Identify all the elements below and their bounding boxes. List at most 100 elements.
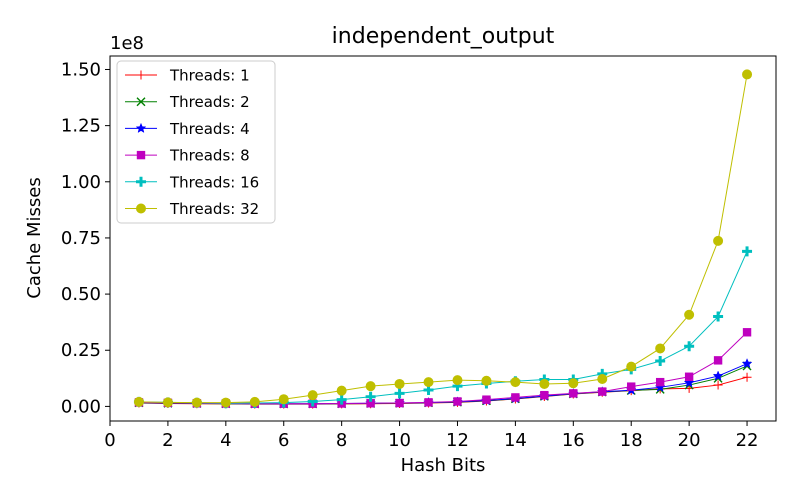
marker-star (683, 377, 695, 388)
data-point (336, 394, 347, 405)
legend-marker (135, 122, 147, 133)
plot-area (133, 69, 753, 409)
marker-square (598, 387, 607, 396)
marker-plus-thin (742, 372, 752, 382)
chart-title: independent_output (332, 24, 555, 49)
data-point (684, 341, 695, 352)
y-axis-label: Cache Misses (24, 177, 45, 298)
x-tick-label: 14 (504, 430, 527, 451)
series-line (138, 74, 748, 404)
marker-plus (136, 176, 146, 187)
data-point (742, 372, 752, 382)
legend-label: Threads: 16 (169, 173, 259, 191)
y-tick-label: 1.25 (61, 116, 101, 137)
y-tick-label: 1.50 (61, 59, 101, 80)
marker-square (540, 390, 549, 400)
data-point (540, 390, 549, 400)
data-point (191, 397, 202, 408)
data-point (453, 397, 462, 406)
marker-square (627, 382, 636, 391)
x-tick-label: 6 (278, 430, 289, 451)
data-point (133, 396, 144, 407)
marker-circle (742, 69, 753, 80)
data-point (568, 378, 579, 389)
marker-circle (249, 396, 260, 407)
marker-circle (162, 397, 173, 408)
marker-plus (394, 388, 405, 399)
legend: Threads: 1 Threads: 2 Threads: 4 Threads: 8… (116, 60, 276, 224)
data-point (742, 69, 753, 80)
x-tick-label: 12 (446, 430, 469, 451)
marker-square (742, 328, 752, 337)
data-point (655, 356, 666, 367)
marker-plus (336, 394, 347, 405)
legend-label: Threads: 4 (169, 120, 250, 138)
legend-marker (136, 176, 146, 187)
legend-label: Threads: 2 (169, 93, 250, 111)
data-point (712, 370, 724, 381)
marker-square (655, 377, 665, 387)
legend-marker (136, 203, 146, 214)
data-point (713, 356, 723, 365)
legend-marker (136, 97, 146, 107)
x-tick-label: 22 (736, 430, 759, 451)
y-tick-label: 0.75 (61, 228, 101, 249)
marker-star (712, 370, 724, 381)
series-threads-32 (133, 69, 753, 408)
legend-item: Threads: 1 (125, 67, 250, 85)
data-point (336, 385, 347, 396)
legend-item: Threads: 4 (125, 120, 250, 138)
data-point (713, 380, 723, 390)
data-point (481, 375, 492, 386)
data-point (569, 389, 578, 398)
marker-circle (539, 378, 550, 389)
marker-circle (452, 375, 463, 386)
data-point (424, 398, 433, 407)
marker-square (366, 399, 375, 408)
data-point (394, 388, 405, 399)
y-tick-label: 1.00 (61, 172, 101, 193)
data-point (627, 382, 636, 391)
legend-label: Threads: 1 (169, 67, 250, 85)
marker-plus (655, 356, 666, 367)
marker-circle (336, 385, 347, 396)
x-axis-label: Hash Bits (401, 455, 486, 476)
data-point (395, 398, 404, 408)
legend-item: Threads: 2 (125, 93, 250, 111)
data-point (220, 397, 231, 408)
marker-plus (365, 391, 376, 402)
marker-circle (597, 373, 608, 384)
marker-circle (136, 203, 146, 214)
x-tick-label: 20 (678, 430, 701, 451)
legend-frame (116, 60, 276, 224)
marker-circle (133, 396, 144, 407)
legend-marker (136, 70, 146, 80)
data-point (452, 375, 463, 386)
axes: 0 2 4 6 8 10 12 14 16 18 20 22 0.00 0.25 0.50 0.75 1.00 1… (61, 59, 759, 451)
data-point (713, 311, 724, 322)
y-tick-label: 0.00 (61, 396, 101, 417)
data-point (684, 309, 695, 320)
marker-circle (481, 375, 492, 386)
x-tick-label: 10 (388, 430, 411, 451)
marker-square (569, 389, 578, 398)
marker-circle (510, 377, 521, 388)
marker-circle (423, 377, 434, 388)
plot-frame (109, 55, 777, 422)
marker-circle (220, 397, 231, 408)
marker-plus (713, 311, 724, 322)
marker-star (741, 358, 753, 369)
marker-circle (684, 309, 695, 320)
data-point (365, 391, 376, 402)
data-point (249, 396, 260, 407)
data-point (423, 377, 434, 388)
marker-plus (684, 341, 695, 352)
data-point (598, 387, 607, 396)
y-tick-label: 0.50 (61, 284, 101, 305)
data-point (742, 328, 752, 337)
marker-circle (307, 390, 318, 401)
marker-square (395, 398, 404, 408)
marker-plus (742, 246, 753, 257)
marker-circle (191, 397, 202, 408)
